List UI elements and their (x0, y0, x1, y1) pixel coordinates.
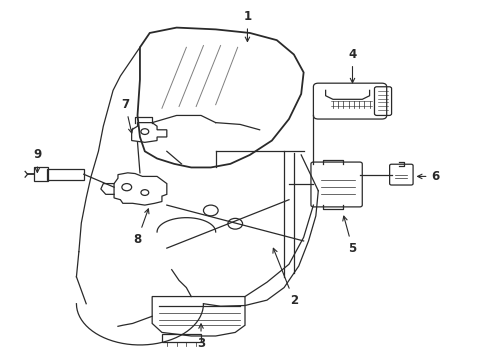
Text: 6: 6 (417, 170, 440, 183)
Text: 8: 8 (133, 209, 149, 246)
Text: 5: 5 (343, 216, 357, 255)
Text: 2: 2 (273, 248, 298, 307)
Text: 1: 1 (244, 10, 251, 41)
Text: 4: 4 (348, 48, 357, 83)
Text: 9: 9 (33, 148, 42, 172)
Text: 7: 7 (121, 98, 133, 133)
Text: 3: 3 (197, 324, 205, 350)
